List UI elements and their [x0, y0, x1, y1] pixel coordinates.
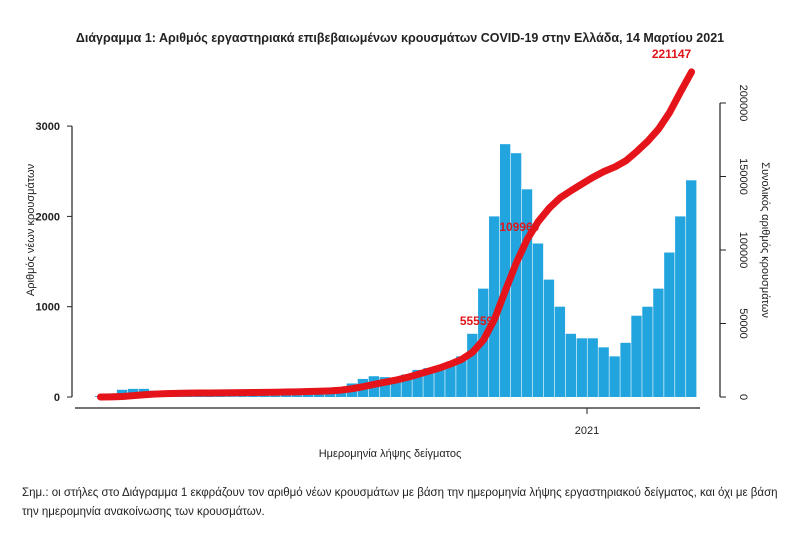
- y-left-tick-label: 0: [54, 392, 60, 404]
- bar: [390, 378, 401, 397]
- bar: [653, 288, 664, 397]
- bar: [434, 368, 445, 397]
- annotation-label: 109960: [499, 220, 539, 234]
- bar: [609, 356, 620, 397]
- bar: [664, 252, 675, 397]
- annotation-label: 221147: [652, 47, 692, 61]
- y-left-tick-label: 3000: [36, 121, 60, 133]
- annotation-label: 55559: [460, 314, 494, 328]
- bar: [467, 333, 478, 397]
- axes-group: 0 1000 2000 3000 0 50000 100000 150000 200000: [36, 85, 749, 414]
- bar: [226, 396, 237, 397]
- bar: [576, 338, 587, 397]
- bar: [521, 189, 533, 397]
- y-right-tick-label: 50000: [737, 308, 749, 339]
- bar: [423, 368, 434, 397]
- bar: [642, 306, 653, 397]
- bar: [292, 395, 303, 397]
- chart-title: Διάγραμμα 1: Αριθμός εργαστηριακά επιβεβ…: [75, 31, 725, 45]
- cumulative-line-group: 55559 109960 221147: [96, 47, 696, 401]
- bar: [598, 347, 609, 397]
- bar: [445, 362, 456, 397]
- y-right-tick-label: 0: [737, 394, 749, 400]
- bar: [379, 377, 390, 397]
- bar: [215, 396, 226, 397]
- bar: [675, 216, 686, 397]
- bar: [510, 153, 522, 397]
- bars-group: [95, 144, 697, 397]
- bar: [281, 395, 292, 397]
- bar: [631, 315, 642, 397]
- bar: [204, 395, 215, 397]
- bar: [248, 395, 259, 397]
- bar: [587, 338, 598, 397]
- x-axis-label: Ημερομηνία λήψης δείγματος: [318, 448, 462, 460]
- y-right-tick-label: 150000: [737, 158, 749, 195]
- bar: [412, 369, 423, 397]
- bar: [489, 216, 500, 397]
- bar: [686, 180, 697, 397]
- y-left-tick-label: 1000: [36, 302, 60, 314]
- y-right-axis-label: Συνολικός αριθμός κρουσμάτων: [759, 162, 771, 318]
- bar: [499, 144, 511, 397]
- cumulative-line: [96, 68, 696, 401]
- y-left-tick-label: 2000: [36, 211, 60, 223]
- footnote: Σημ.: οι στήλες στο Διάγραμμα 1 εκφράζου…: [22, 487, 778, 518]
- bar: [324, 393, 336, 397]
- bar: [554, 306, 566, 397]
- bar: [456, 356, 467, 397]
- bar: [565, 333, 576, 397]
- y-left-axis-label: Αριθμός νέων κρουσμάτων: [25, 163, 37, 296]
- y-right-tick-label: 100000: [737, 232, 749, 269]
- bar: [401, 374, 412, 397]
- bar: [313, 394, 325, 397]
- bar: [543, 279, 555, 397]
- y-right-tick-label: 200000: [737, 85, 749, 122]
- bar: [270, 395, 281, 397]
- bar: [620, 342, 631, 397]
- x-tick-label-2021: 2021: [575, 425, 599, 437]
- bar: [302, 394, 314, 397]
- bar: [532, 243, 544, 397]
- bar: [237, 396, 248, 397]
- bar: [259, 395, 270, 397]
